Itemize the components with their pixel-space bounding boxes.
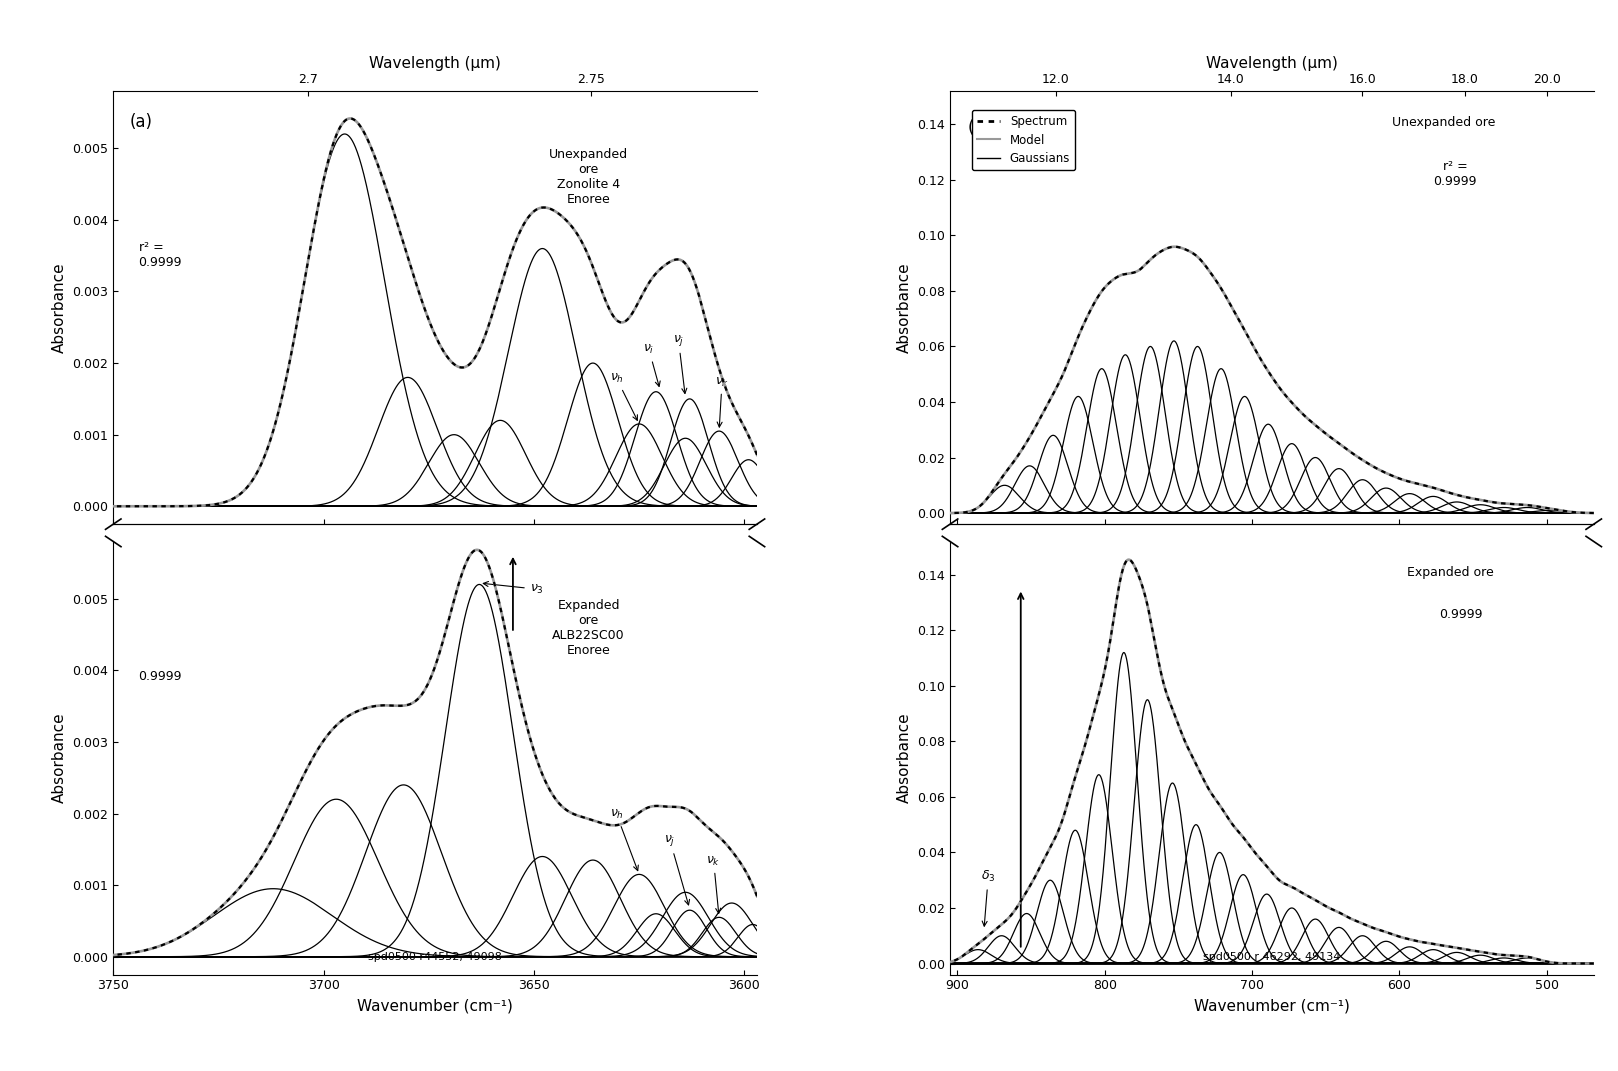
Y-axis label: Absorbance: Absorbance <box>896 262 911 353</box>
X-axis label: Wavenumber (cm⁻¹): Wavenumber (cm⁻¹) <box>1194 998 1349 1013</box>
Text: 0.9999: 0.9999 <box>139 670 181 683</box>
Text: r² =
0.9999: r² = 0.9999 <box>1434 161 1477 188</box>
Text: Unexpanded ore: Unexpanded ore <box>1391 116 1495 129</box>
Y-axis label: Absorbance: Absorbance <box>896 712 911 803</box>
Text: $\nu_k$: $\nu_k$ <box>707 855 720 914</box>
X-axis label: Wavelength (μm): Wavelength (μm) <box>1205 56 1338 71</box>
Text: r² =
0.9999: r² = 0.9999 <box>139 241 181 270</box>
Text: $\nu_h$: $\nu_h$ <box>610 809 639 871</box>
Text: Expanded
ore
ALB22SC00
Enoree: Expanded ore ALB22SC00 Enoree <box>552 599 625 657</box>
Text: $\delta_3$: $\delta_3$ <box>981 870 995 926</box>
Text: $\nu_h$: $\nu_h$ <box>610 372 637 420</box>
Text: (a): (a) <box>129 112 154 131</box>
Y-axis label: Absorbance: Absorbance <box>52 712 66 803</box>
Text: $\nu_3$: $\nu_3$ <box>484 582 544 595</box>
Text: Unexpanded
ore
Zonolite 4
Enoree: Unexpanded ore Zonolite 4 Enoree <box>549 148 628 207</box>
Legend: Spectrum, Model, Gaussians: Spectrum, Model, Gaussians <box>972 110 1074 170</box>
Text: $\nu_k$: $\nu_k$ <box>715 376 730 427</box>
Y-axis label: Absorbance: Absorbance <box>52 262 66 353</box>
X-axis label: Wavenumber (cm⁻¹): Wavenumber (cm⁻¹) <box>358 998 513 1013</box>
Text: Expanded ore: Expanded ore <box>1408 567 1495 579</box>
Text: spd0500 r 46292, 49134: spd0500 r 46292, 49134 <box>1204 952 1341 962</box>
Text: $\nu_j$: $\nu_j$ <box>673 333 686 393</box>
Text: spd0500 r44552, 49098: spd0500 r44552, 49098 <box>369 952 502 962</box>
Text: 0.9999: 0.9999 <box>1440 608 1484 621</box>
X-axis label: Wavelength (μm): Wavelength (μm) <box>369 56 502 71</box>
Text: (b): (b) <box>968 119 992 137</box>
Text: $\nu_j$: $\nu_j$ <box>665 833 689 905</box>
Text: $\nu_i$: $\nu_i$ <box>644 344 660 387</box>
